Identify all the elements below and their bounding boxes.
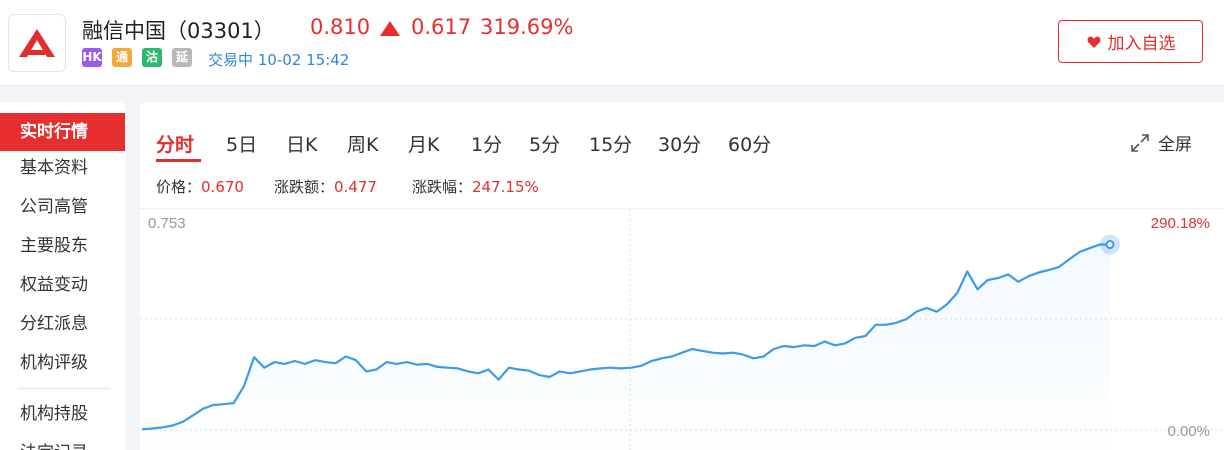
price-series-line bbox=[141, 243, 1110, 431]
y-axis-right-top-label: 290.18% bbox=[1151, 215, 1210, 232]
heart-icon bbox=[1087, 36, 1100, 48]
intraday-chart-svg: 0.753 290.18% 0.00% bbox=[140, 209, 1224, 450]
tab-intraday[interactable]: 分时 bbox=[156, 134, 195, 156]
tab-1min[interactable]: 1分 bbox=[471, 134, 503, 156]
connect-badge: 通 bbox=[112, 48, 132, 67]
chart-divider bbox=[140, 208, 1224, 209]
stock-name: 融信中国（03301） bbox=[82, 19, 275, 43]
sidebar-divider bbox=[18, 388, 110, 389]
add-favorite-label: 加入自选 bbox=[1107, 34, 1176, 54]
sidebar-item-equity-changes[interactable]: 权益变动 bbox=[20, 275, 88, 295]
expand-icon bbox=[1131, 133, 1149, 152]
sidebar-item-executives[interactable]: 公司高管 bbox=[20, 197, 88, 217]
sidebar-nav: 实时行情 基本资料 公司高管 主要股东 权益变动 分红派息 机构评级 机构持股 … bbox=[0, 102, 125, 450]
info-price: 价格：0.670 bbox=[156, 178, 244, 196]
info-change: 涨跌额：0.477 bbox=[274, 178, 377, 196]
stock-price: 0.810 bbox=[310, 15, 371, 39]
stock-header: 融信中国（03301） 0.810 0.617 319.69% HK 通 沽 延… bbox=[0, 0, 1224, 86]
up-arrow-icon bbox=[380, 21, 400, 36]
price-change: 0.617 bbox=[411, 15, 472, 39]
sidebar-item-shareholders[interactable]: 主要股东 bbox=[20, 236, 88, 256]
fullscreen-button[interactable]: 全屏 bbox=[1130, 130, 1192, 155]
tab-30min[interactable]: 30分 bbox=[658, 134, 702, 156]
y-axis-right-bottom-label: 0.00% bbox=[1167, 423, 1210, 440]
tab-weekly-k[interactable]: 周K bbox=[347, 134, 379, 156]
sidebar-item-ratings[interactable]: 机构评级 bbox=[20, 353, 88, 373]
info-change-pct: 涨跌幅：247.15% bbox=[412, 178, 539, 196]
y-axis-top-label: 0.753 bbox=[148, 215, 186, 232]
stock-code: （03301） bbox=[166, 19, 275, 43]
company-logo bbox=[8, 14, 66, 72]
add-favorite-button[interactable]: 加入自选 bbox=[1058, 20, 1203, 63]
sidebar-item-dividends[interactable]: 分红派息 bbox=[20, 314, 88, 334]
tab-5min[interactable]: 5分 bbox=[529, 134, 561, 156]
sidebar-item-realtime[interactable]: 实时行情 bbox=[0, 113, 125, 151]
current-price-dot bbox=[1105, 240, 1115, 250]
chart-panel: 分时 5日 日K 周K 月K 1分 5分 15分 30分 60分 全屏 价格：0… bbox=[140, 102, 1224, 450]
hk-badge: HK bbox=[82, 48, 102, 67]
delay-badge: 延 bbox=[172, 48, 192, 67]
sidebar-item-legal[interactable]: 法定记录 bbox=[0, 434, 125, 450]
sidebar-item-institutional[interactable]: 机构持股 bbox=[20, 404, 88, 424]
tab-60min[interactable]: 60分 bbox=[728, 134, 772, 156]
tab-5day[interactable]: 5日 bbox=[226, 134, 258, 156]
tab-15min[interactable]: 15分 bbox=[589, 134, 633, 156]
intraday-chart[interactable]: 0.753 290.18% 0.00% bbox=[140, 209, 1224, 450]
tab-daily-k[interactable]: 日K bbox=[286, 134, 318, 156]
price-area-fill bbox=[142, 244, 1110, 450]
short-sell-badge: 沽 bbox=[142, 48, 162, 67]
tab-active-indicator bbox=[156, 159, 201, 162]
price-change-pct: 319.69% bbox=[480, 15, 574, 39]
sidebar-item-profile[interactable]: 基本资料 bbox=[20, 158, 88, 178]
trading-status: 交易中 10-02 15:42 bbox=[208, 51, 350, 69]
tab-monthly-k[interactable]: 月K bbox=[408, 134, 440, 156]
fullscreen-label: 全屏 bbox=[1158, 135, 1192, 155]
